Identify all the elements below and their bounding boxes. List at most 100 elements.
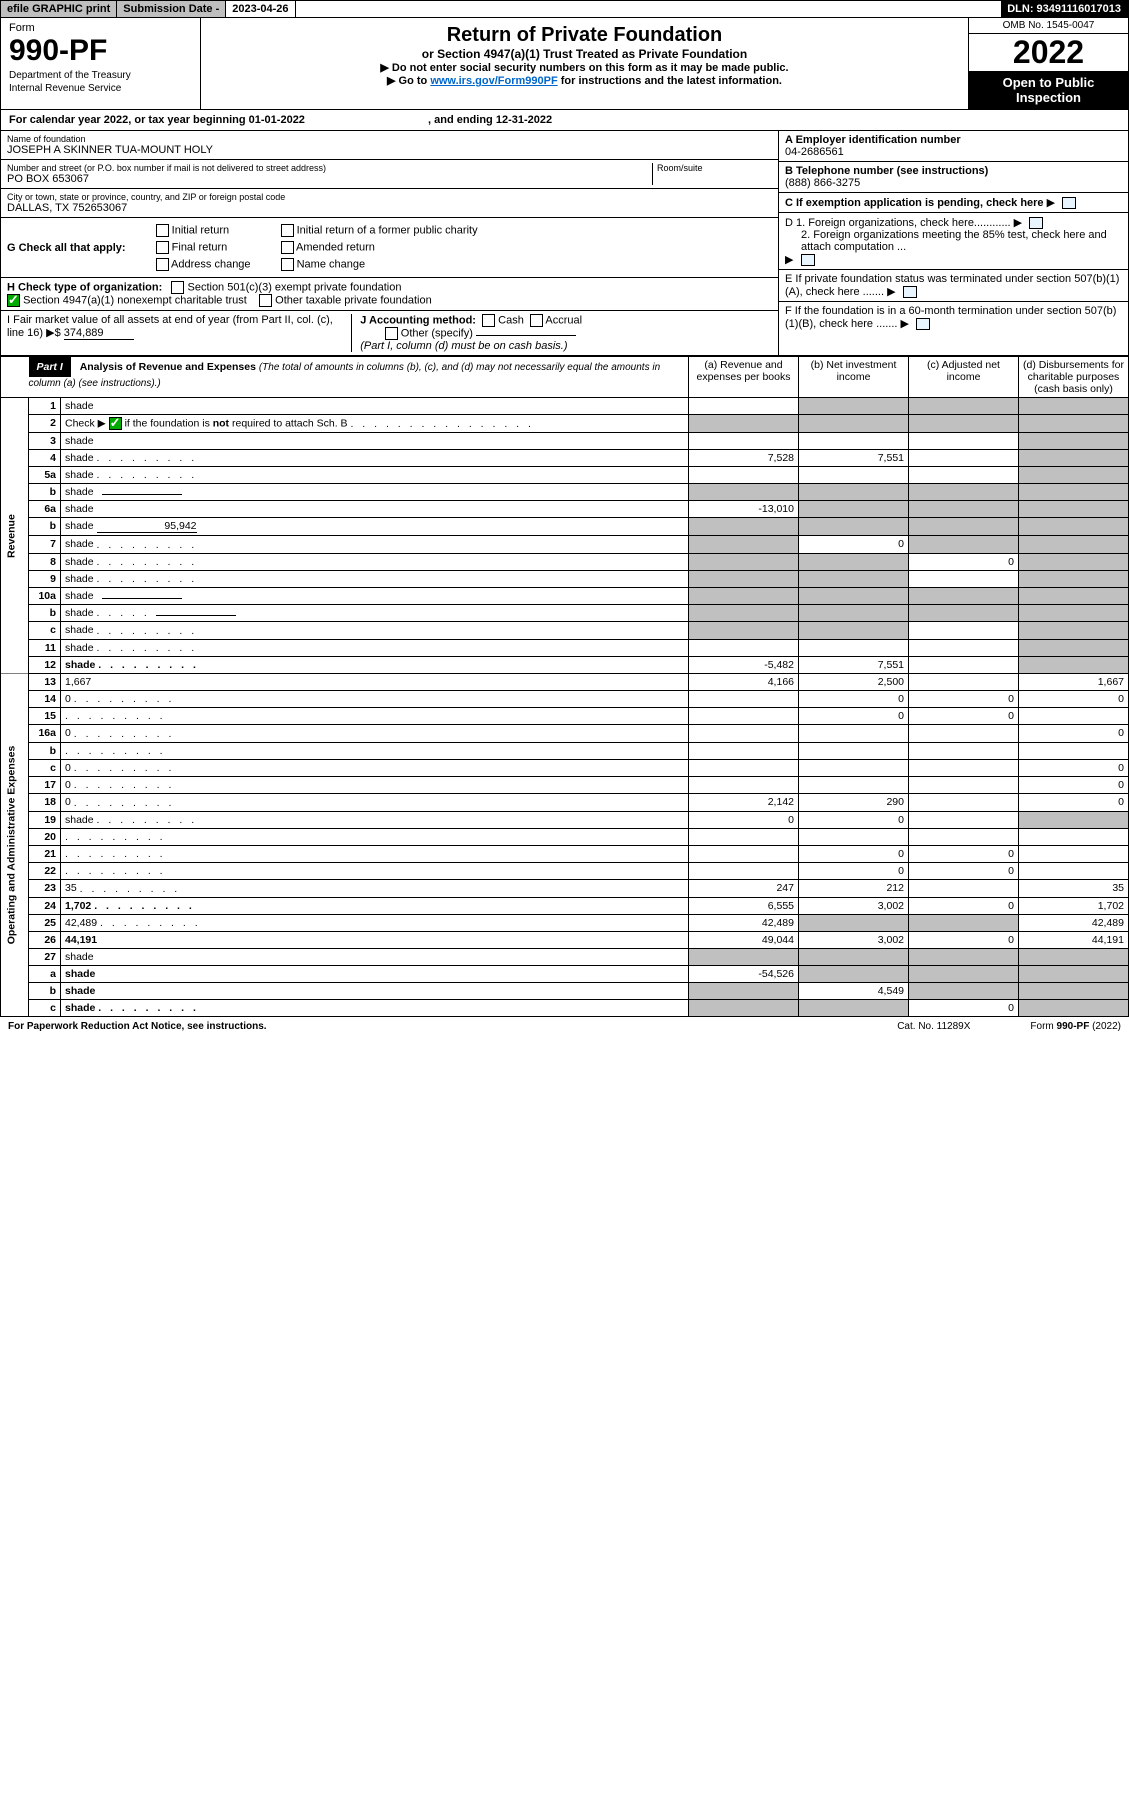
cell-b xyxy=(799,605,909,622)
i-label: I Fair market value of all assets at end… xyxy=(7,314,333,339)
row-description: Check ▶ if the foundation is not require… xyxy=(61,415,689,433)
chk-accrual[interactable] xyxy=(530,314,543,327)
row-description: . . . . . . . . . xyxy=(61,863,689,880)
cell-a: 0 xyxy=(689,811,799,828)
tax-year-begin: 01-01-2022 xyxy=(249,114,305,126)
chk-f[interactable] xyxy=(916,318,930,330)
opt-amended: Amended return xyxy=(296,241,375,253)
chk-4947a1[interactable] xyxy=(7,294,20,307)
row-description: shade xyxy=(61,966,689,983)
cell-d xyxy=(1019,450,1129,467)
row-number: 14 xyxy=(29,690,61,707)
row-number: 25 xyxy=(29,914,61,931)
row-number: 15 xyxy=(29,708,61,725)
row-number: 13 xyxy=(29,673,61,690)
row-number: 24 xyxy=(29,897,61,914)
cell-c xyxy=(909,725,1019,742)
row-number: b xyxy=(29,742,61,759)
chk-initial-return[interactable] xyxy=(156,224,169,237)
page-footer: For Paperwork Reduction Act Notice, see … xyxy=(0,1017,1129,1036)
instruction-2: ▶ Go to www.irs.gov/Form990PF for instru… xyxy=(207,74,962,87)
row-number: 27 xyxy=(29,949,61,966)
table-row: 180 . . . . . . . . .2,1422900 xyxy=(1,794,1129,811)
cell-d xyxy=(1019,1000,1129,1017)
cell-c: 0 xyxy=(909,897,1019,914)
chk-d2[interactable] xyxy=(801,254,815,266)
efile-print-button[interactable]: efile GRAPHIC print xyxy=(1,1,117,17)
calyear-text-b: , and ending xyxy=(428,114,496,126)
cell-d xyxy=(1019,742,1129,759)
cell-c xyxy=(909,622,1019,639)
chk-address-change[interactable] xyxy=(156,258,169,271)
cell-c xyxy=(909,983,1019,1000)
row-description: shade . . . . . . . . . xyxy=(61,553,689,570)
chk-initial-former[interactable] xyxy=(281,224,294,237)
ein-label: A Employer identification number xyxy=(785,134,1122,146)
opt-initial-former: Initial return of a former public charit… xyxy=(297,224,478,236)
cell-d xyxy=(1019,622,1129,639)
cell-a xyxy=(689,690,799,707)
cell-a xyxy=(689,605,799,622)
chk-501c3[interactable] xyxy=(171,281,184,294)
part1-title: Analysis of Revenue and Expenses xyxy=(80,361,256,373)
chk-e[interactable] xyxy=(903,286,917,298)
chk-c[interactable] xyxy=(1062,197,1076,209)
chk-amended[interactable] xyxy=(281,241,294,254)
cell-c xyxy=(909,673,1019,690)
cell-c xyxy=(909,484,1019,501)
chk-other-taxable[interactable] xyxy=(259,294,272,307)
instruction-1: ▶ Do not enter social security numbers o… xyxy=(207,61,962,74)
chk-cash[interactable] xyxy=(482,314,495,327)
cell-c xyxy=(909,398,1019,415)
cell-d xyxy=(1019,398,1129,415)
cell-b xyxy=(799,518,909,536)
cell-c xyxy=(909,880,1019,897)
cell-d xyxy=(1019,518,1129,536)
cell-c xyxy=(909,415,1019,433)
cell-d: 0 xyxy=(1019,690,1129,707)
row-description: 42,489 . . . . . . . . . xyxy=(61,914,689,931)
cell-c xyxy=(909,605,1019,622)
cell-b: 4,549 xyxy=(799,983,909,1000)
row-number: c xyxy=(29,759,61,776)
cell-b xyxy=(799,777,909,794)
cell-a xyxy=(689,484,799,501)
row-description: 0 . . . . . . . . . xyxy=(61,725,689,742)
cell-d xyxy=(1019,484,1129,501)
row-number: 17 xyxy=(29,777,61,794)
cell-b: 0 xyxy=(799,863,909,880)
cell-d: 1,667 xyxy=(1019,673,1129,690)
cell-a: -13,010 xyxy=(689,501,799,518)
table-row: Revenue1shade xyxy=(1,398,1129,415)
cell-a: 49,044 xyxy=(689,932,799,949)
cell-d xyxy=(1019,708,1129,725)
cell-d xyxy=(1019,845,1129,862)
fmv-value: 374,889 xyxy=(64,327,134,340)
j-label: J Accounting method: xyxy=(360,314,476,326)
footer-mid: Cat. No. 11289X xyxy=(897,1021,970,1032)
row-description: 1,702 . . . . . . . . . xyxy=(61,897,689,914)
chk-sch-b[interactable] xyxy=(109,417,122,430)
f-label: F If the foundation is in a 60-month ter… xyxy=(785,305,1116,330)
cell-d xyxy=(1019,433,1129,450)
table-row: 9shade . . . . . . . . . xyxy=(1,570,1129,587)
cell-a xyxy=(689,433,799,450)
c-label: C If exemption application is pending, c… xyxy=(785,197,1044,209)
room-label: Room/suite xyxy=(657,163,772,173)
table-row: 2335 . . . . . . . . .24721235 xyxy=(1,880,1129,897)
cell-a xyxy=(689,467,799,484)
cell-b: 3,002 xyxy=(799,897,909,914)
cell-b xyxy=(799,914,909,931)
chk-d1[interactable] xyxy=(1029,217,1043,229)
cell-a xyxy=(689,725,799,742)
cell-b xyxy=(799,725,909,742)
table-row: 11shade . . . . . . . . . xyxy=(1,639,1129,656)
table-row: bshade 95,942 xyxy=(1,518,1129,536)
chk-final-return[interactable] xyxy=(156,241,169,254)
form-word: Form xyxy=(9,22,192,34)
row-number: 1 xyxy=(29,398,61,415)
irs-link[interactable]: www.irs.gov/Form990PF xyxy=(430,75,557,87)
table-row: 27shade xyxy=(1,949,1129,966)
chk-name-change[interactable] xyxy=(281,258,294,271)
chk-other-method[interactable] xyxy=(385,327,398,340)
